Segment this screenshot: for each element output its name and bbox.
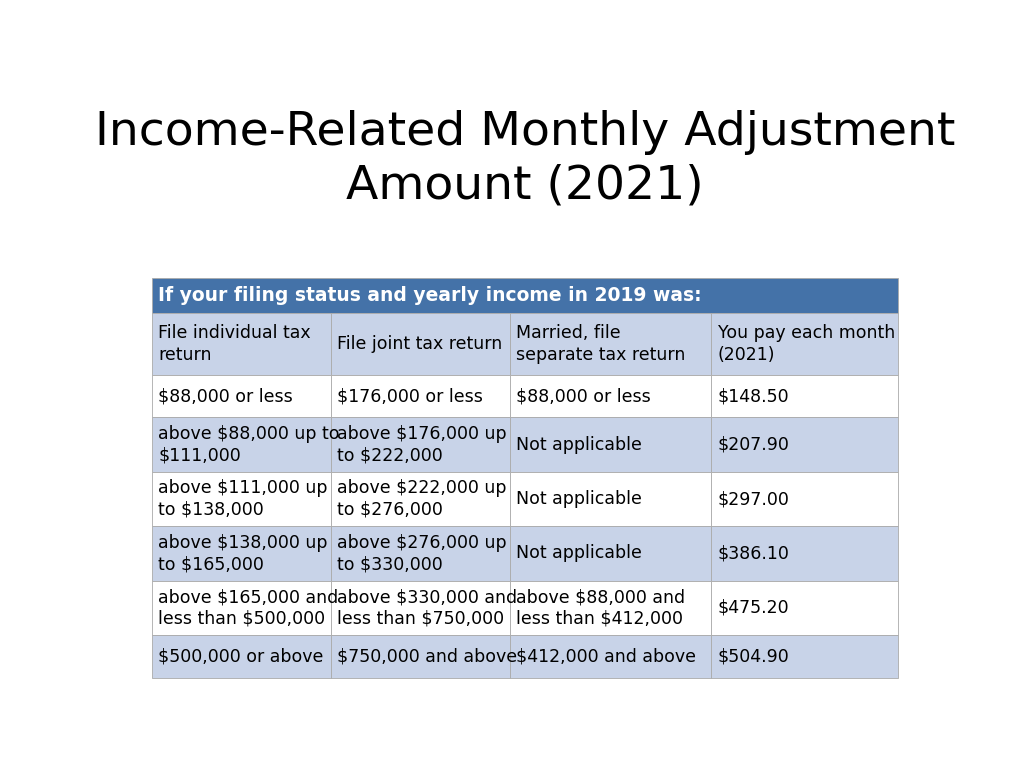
FancyBboxPatch shape xyxy=(152,375,331,417)
FancyBboxPatch shape xyxy=(331,526,510,581)
Text: above $165,000 and
less than $500,000: above $165,000 and less than $500,000 xyxy=(158,588,338,627)
FancyBboxPatch shape xyxy=(152,418,331,472)
FancyBboxPatch shape xyxy=(331,313,510,375)
FancyBboxPatch shape xyxy=(510,472,712,526)
FancyBboxPatch shape xyxy=(712,418,898,472)
Text: $297.00: $297.00 xyxy=(718,490,790,508)
Text: $475.20: $475.20 xyxy=(718,599,790,617)
FancyBboxPatch shape xyxy=(510,418,712,472)
FancyBboxPatch shape xyxy=(331,472,510,526)
Text: above $88,000 and
less than $412,000: above $88,000 and less than $412,000 xyxy=(516,588,685,627)
FancyBboxPatch shape xyxy=(712,581,898,635)
FancyBboxPatch shape xyxy=(712,375,898,417)
Text: File individual tax
return: File individual tax return xyxy=(158,324,310,364)
FancyBboxPatch shape xyxy=(510,581,712,635)
Text: $412,000 and above: $412,000 and above xyxy=(516,647,696,665)
FancyBboxPatch shape xyxy=(510,375,712,417)
Text: above $111,000 up
to $138,000: above $111,000 up to $138,000 xyxy=(158,479,328,518)
Text: $386.10: $386.10 xyxy=(718,545,790,562)
FancyBboxPatch shape xyxy=(331,418,510,472)
FancyBboxPatch shape xyxy=(152,526,331,581)
Text: Not applicable: Not applicable xyxy=(516,490,642,508)
FancyBboxPatch shape xyxy=(712,526,898,581)
Text: $88,000 or less: $88,000 or less xyxy=(158,387,293,405)
FancyBboxPatch shape xyxy=(712,635,898,677)
FancyBboxPatch shape xyxy=(152,581,331,635)
Text: Not applicable: Not applicable xyxy=(516,435,642,454)
FancyBboxPatch shape xyxy=(331,635,510,677)
Text: $504.90: $504.90 xyxy=(718,647,790,665)
FancyBboxPatch shape xyxy=(510,635,712,677)
Text: $500,000 or above: $500,000 or above xyxy=(158,647,324,665)
Text: If your filing status and yearly income in 2019 was:: If your filing status and yearly income … xyxy=(158,286,701,306)
Text: above $88,000 up to
$111,000: above $88,000 up to $111,000 xyxy=(158,425,340,465)
Text: $750,000 and above: $750,000 and above xyxy=(337,647,517,665)
Text: You pay each month
(2021): You pay each month (2021) xyxy=(718,324,895,364)
Text: above $276,000 up
to $330,000: above $276,000 up to $330,000 xyxy=(337,534,507,573)
FancyBboxPatch shape xyxy=(712,472,898,526)
Text: $176,000 or less: $176,000 or less xyxy=(337,387,483,405)
FancyBboxPatch shape xyxy=(152,279,898,313)
Text: above $176,000 up
to $222,000: above $176,000 up to $222,000 xyxy=(337,425,507,465)
FancyBboxPatch shape xyxy=(152,313,331,375)
Text: Married, file
separate tax return: Married, file separate tax return xyxy=(516,324,686,364)
FancyBboxPatch shape xyxy=(331,375,510,417)
FancyBboxPatch shape xyxy=(510,313,712,375)
FancyBboxPatch shape xyxy=(712,313,898,375)
Text: $207.90: $207.90 xyxy=(718,435,790,454)
Text: above $222,000 up
to $276,000: above $222,000 up to $276,000 xyxy=(337,479,507,518)
Text: above $330,000 and
less than $750,000: above $330,000 and less than $750,000 xyxy=(337,588,517,627)
Text: File joint tax return: File joint tax return xyxy=(337,335,503,353)
Text: Income-Related Monthly Adjustment
Amount (2021): Income-Related Monthly Adjustment Amount… xyxy=(94,110,955,209)
Text: Not applicable: Not applicable xyxy=(516,545,642,562)
Text: $88,000 or less: $88,000 or less xyxy=(516,387,651,405)
FancyBboxPatch shape xyxy=(152,472,331,526)
Text: above $138,000 up
to $165,000: above $138,000 up to $165,000 xyxy=(158,534,328,573)
FancyBboxPatch shape xyxy=(152,635,331,677)
FancyBboxPatch shape xyxy=(331,581,510,635)
FancyBboxPatch shape xyxy=(510,526,712,581)
Text: $148.50: $148.50 xyxy=(718,387,790,405)
